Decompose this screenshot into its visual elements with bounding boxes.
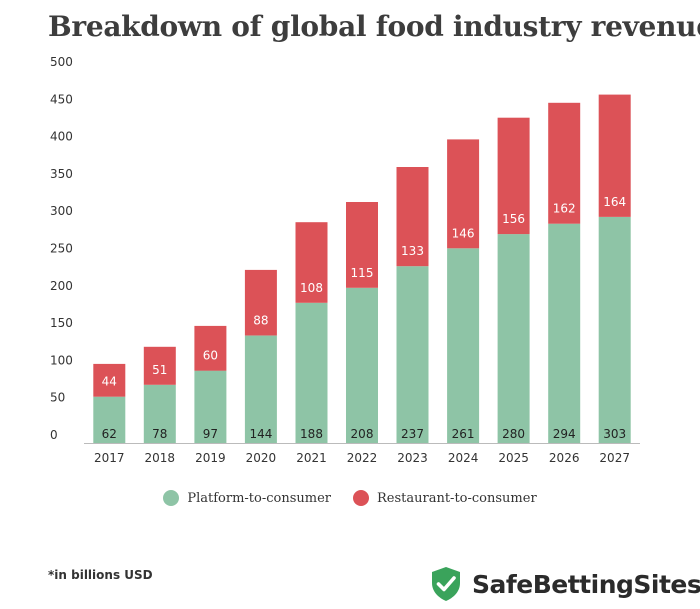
legend-swatch-platform <box>163 490 180 506</box>
bar-group-2023: 237 133 <box>396 167 429 443</box>
stacked-bar-chart: 0 50 100 150 200 250 300 350 400 450 500 62 44 78 51 9… <box>50 55 640 465</box>
bar-group-2026: 294 162 <box>548 102 581 443</box>
bar-restaurant-to-consumer <box>497 117 530 235</box>
y-tick-label: 150 <box>50 316 73 330</box>
data-label-platform: 294 <box>553 427 576 441</box>
data-label-restaurant: 162 <box>553 202 576 216</box>
bar-restaurant-to-consumer <box>548 102 581 224</box>
bar-group-2017: 62 44 <box>93 363 126 443</box>
data-label-restaurant: 44 <box>102 375 117 389</box>
x-tick-label: 2021 <box>296 451 327 465</box>
bar-group-2021: 188 108 <box>295 222 328 443</box>
legend: Platform-to-consumer Restaurant-to-consu… <box>0 490 700 506</box>
data-label-platform: 97 <box>203 427 218 441</box>
bar-restaurant-to-consumer <box>346 202 378 288</box>
y-tick-label: 500 <box>50 55 73 69</box>
legend-item-restaurant: Restaurant-to-consumer <box>353 490 537 506</box>
bar-group-2024: 261 146 <box>447 139 480 443</box>
bar-restaurant-to-consumer <box>295 222 328 303</box>
x-tick-label: 2025 <box>498 451 529 465</box>
legend-swatch-restaurant <box>353 490 369 506</box>
bar-platform-to-consumer <box>244 335 277 443</box>
bar-restaurant-to-consumer <box>244 269 277 336</box>
y-tick-label: 450 <box>50 92 73 106</box>
x-tick-label: 2017 <box>94 451 125 465</box>
y-axis: 0 50 100 150 200 250 300 350 400 450 500 <box>50 55 73 442</box>
bar-group-2019: 97 60 <box>194 325 227 443</box>
data-label-restaurant: 146 <box>452 226 475 240</box>
bar-platform-to-consumer <box>497 234 530 443</box>
data-label-platform: 303 <box>603 427 626 441</box>
data-label-platform: 261 <box>452 427 475 441</box>
data-label-restaurant: 164 <box>603 195 626 209</box>
x-tick-label: 2024 <box>448 451 479 465</box>
legend-label-platform: Platform-to-consumer <box>187 490 331 506</box>
data-label-platform: 237 <box>401 427 424 441</box>
data-label-platform: 208 <box>351 427 374 441</box>
x-axis: 2017 2018 2019 2020 2021 2022 2023 2024 2025 2026… <box>94 451 630 465</box>
legend-label-restaurant: Restaurant-to-consumer <box>377 490 537 506</box>
bar-group-2022: 208 115 <box>346 202 378 443</box>
data-label-restaurant: 115 <box>351 266 374 280</box>
bar-group-2020: 144 88 <box>244 269 277 443</box>
x-tick-label: 2018 <box>145 451 176 465</box>
chart-title: Breakdown of global food industry revenu… <box>48 10 700 43</box>
bars: 62 44 78 51 97 60 144 88 188 108 208 115 237 133 261 14… <box>93 94 631 443</box>
x-tick-label: 2019 <box>195 451 226 465</box>
bar-platform-to-consumer <box>346 287 378 443</box>
data-label-platform: 280 <box>502 427 525 441</box>
brand-name: SafeBettingSites <box>472 569 700 599</box>
bar-platform-to-consumer <box>548 223 581 443</box>
x-tick-label: 2022 <box>347 451 378 465</box>
y-tick-label: 100 <box>50 353 73 367</box>
bar-platform-to-consumer <box>447 248 480 443</box>
bar-group-2027: 303 164 <box>598 94 631 443</box>
shield-check-icon <box>432 567 460 601</box>
y-tick-label: 50 <box>50 391 65 405</box>
data-label-restaurant: 51 <box>152 363 167 377</box>
x-tick-label: 2027 <box>599 451 630 465</box>
bar-restaurant-to-consumer <box>143 346 176 385</box>
units-note: *in billions USD <box>48 568 153 582</box>
bar-restaurant-to-consumer <box>194 325 227 371</box>
bar-platform-to-consumer <box>598 217 631 443</box>
data-label-restaurant: 60 <box>203 349 218 363</box>
data-label-platform: 188 <box>300 427 323 441</box>
y-tick-label: 400 <box>50 130 73 144</box>
brand-logo: SafeBettingSites <box>430 566 700 602</box>
data-label-restaurant: 156 <box>502 212 525 226</box>
bar-restaurant-to-consumer <box>93 363 126 397</box>
data-label-restaurant: 133 <box>401 244 424 258</box>
data-label-platform: 78 <box>152 427 167 441</box>
bar-restaurant-to-consumer <box>447 139 480 249</box>
bar-restaurant-to-consumer <box>396 167 429 267</box>
legend-item-platform: Platform-to-consumer <box>163 490 331 506</box>
data-label-restaurant: 88 <box>253 314 268 328</box>
x-tick-label: 2026 <box>549 451 580 465</box>
x-tick-label: 2020 <box>246 451 277 465</box>
bar-platform-to-consumer <box>93 396 126 443</box>
bar-platform-to-consumer <box>396 266 429 443</box>
y-tick-label: 300 <box>50 204 73 218</box>
bar-group-2018: 78 51 <box>143 346 176 443</box>
y-tick-label: 0 <box>50 428 58 442</box>
bar-platform-to-consumer <box>194 370 227 443</box>
data-label-platform: 62 <box>102 427 117 441</box>
bar-group-2025: 280 156 <box>497 117 530 443</box>
bar-platform-to-consumer <box>143 384 176 443</box>
bar-platform-to-consumer <box>295 302 328 443</box>
x-tick-label: 2023 <box>397 451 428 465</box>
data-label-restaurant: 108 <box>300 281 323 295</box>
y-tick-label: 350 <box>50 167 73 181</box>
y-tick-label: 250 <box>50 242 73 256</box>
y-tick-label: 200 <box>50 279 73 293</box>
data-label-platform: 144 <box>249 427 272 441</box>
bar-restaurant-to-consumer <box>598 94 631 217</box>
